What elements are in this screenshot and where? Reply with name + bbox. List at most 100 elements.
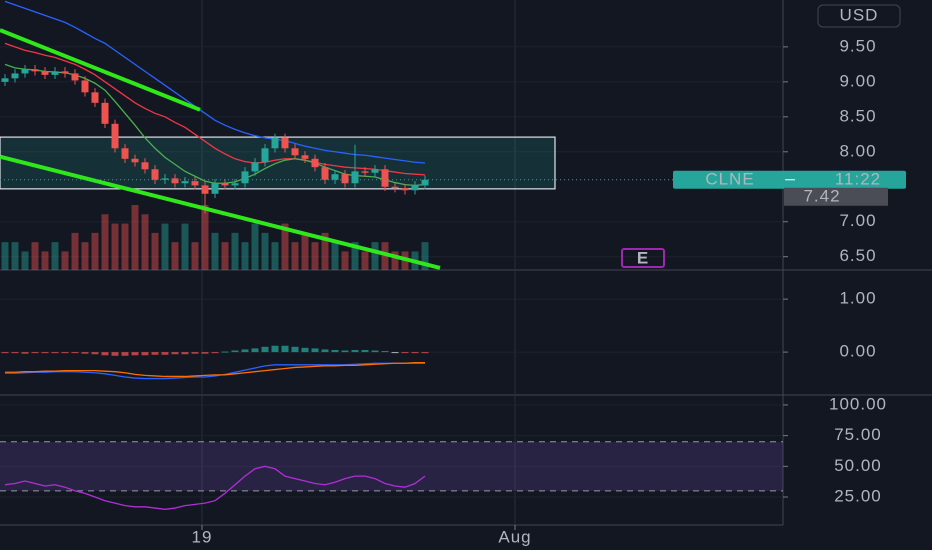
y-tick-label: 25.00 [834,486,882,505]
histogram-bar [261,346,269,353]
candle-body [111,123,119,149]
candle-body [301,155,309,159]
volume-bar [151,232,159,270]
volume-bar [71,232,79,270]
histogram-bar [111,352,119,356]
candle-body [341,174,349,184]
volume-bar [51,242,59,270]
volume-bar [61,251,69,270]
candle-body [251,162,259,172]
volume-bar [261,232,269,270]
last-price-label: 7.42 [803,186,840,205]
volume-bar [421,242,429,270]
candle-body [361,171,369,173]
candle-body [131,158,139,163]
histogram-bar [61,352,69,354]
volume-bar [351,242,359,270]
histogram-bar [271,345,279,353]
volume-bar [31,242,39,270]
histogram-bar [391,352,399,354]
y-tick-label: 8.00 [839,141,876,160]
volume-bar [191,242,199,270]
volume-bar [101,214,109,270]
y-tick-label: 8.50 [839,106,876,125]
candle-body [21,69,29,74]
y-tick-label: 75.00 [834,425,882,444]
histogram-bar [191,352,199,354]
histogram-bar [141,352,149,356]
histogram-bar [161,352,169,355]
histogram-bar [341,350,349,353]
x-tick-label: 19 [192,527,213,546]
candle-body [51,71,59,75]
candle-body [271,137,279,149]
earnings-marker [621,248,665,268]
y-tick-label: 50.00 [834,456,882,475]
candle-body [371,169,379,173]
volume-bar [11,242,19,270]
candle-body [141,162,149,170]
volume-bar [1,242,9,270]
volume-bar [241,242,249,270]
histogram-bar [181,352,189,355]
volume-bar [391,251,399,270]
histogram-bar [81,352,89,354]
rsi-band [0,441,783,491]
histogram-bar [91,352,99,355]
histogram-bar [51,352,59,354]
earnings-label: E [637,248,649,267]
candle-body [1,78,9,82]
candle-body [121,148,129,159]
volume-bar [131,205,139,270]
histogram-bar [251,348,259,353]
volume-bar [231,232,239,270]
candle-body [181,181,189,184]
volume-bar [331,242,339,270]
histogram-bar [291,346,299,353]
volume-bar [161,223,169,270]
histogram-bar [11,352,19,354]
histogram-bar [1,352,9,354]
y-tick-label: 9.50 [839,36,876,55]
candle-body [151,169,159,180]
indicator-line [5,362,425,378]
candle-body [311,158,319,168]
candle-body [421,179,429,186]
indicator-line [5,362,425,380]
candle-body [91,92,99,103]
volume-bar [141,214,149,270]
histogram-bar [411,352,419,354]
volume-bar [201,205,209,270]
volume-bar [41,251,49,270]
candle-body [391,186,399,189]
y-tick-label: 0.00 [839,342,876,361]
histogram-bar [41,352,49,354]
histogram-bar [21,352,29,354]
candle-body [291,148,299,156]
y-tick-label: 100.00 [829,394,887,413]
volume-bar [121,223,129,270]
volume-bar [271,242,279,270]
y-tick-label: 1.00 [839,289,876,308]
symbol-label: CLNE [705,169,754,188]
volume-bar [321,232,329,270]
volume-bar [181,223,189,270]
histogram-bar [371,350,379,353]
x-tick-label: Aug [498,527,531,546]
histogram-bar [331,349,339,353]
volume-bar [91,232,99,270]
y-tick-label: 9.00 [839,71,876,90]
currency-box[interactable] [817,4,901,28]
histogram-bar [281,345,289,353]
candle-body [81,80,89,93]
candle-body [351,171,359,184]
candle-body [11,73,19,79]
histogram-bar [361,349,369,353]
volume-bar [21,251,29,270]
histogram-bar [171,352,179,355]
histogram-bar [401,352,409,354]
histogram-bar [231,350,239,353]
trendline [0,154,441,270]
histogram-bar [221,351,229,353]
